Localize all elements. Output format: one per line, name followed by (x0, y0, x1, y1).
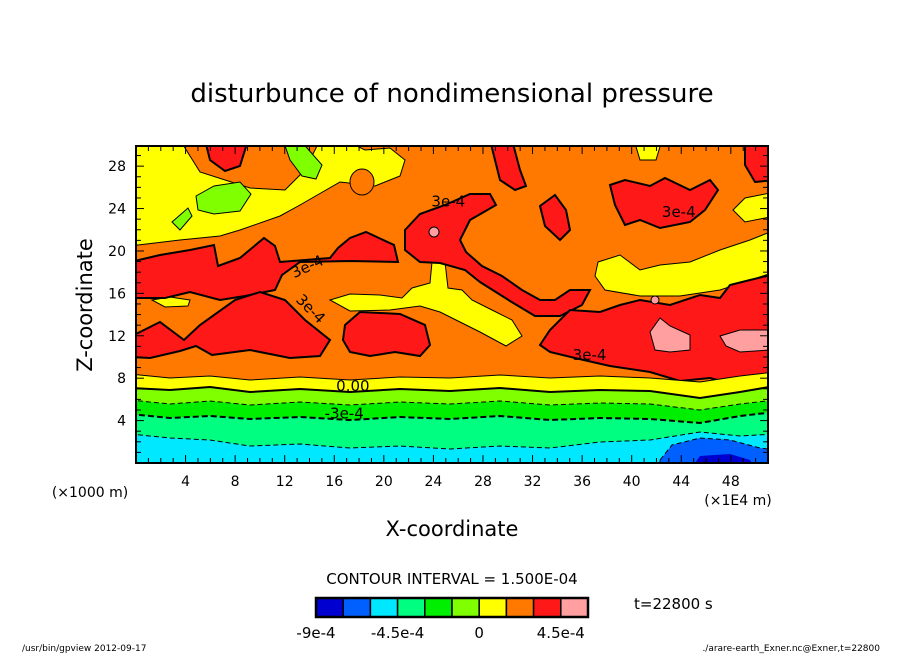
band-red-upper-right (608, 176, 720, 230)
band-red-top-right (744, 146, 768, 184)
x-tick-label: 40 (623, 474, 641, 490)
x-unit-left: (×1000 m) (52, 485, 128, 501)
colorbar-swatch (478, 597, 508, 618)
contour-label: 3e-4 (573, 346, 607, 364)
plot-frame (135, 145, 769, 464)
band-lime-top (284, 146, 323, 180)
band-yellow-blob (349, 168, 375, 196)
x-tick-label: 16 (325, 474, 343, 490)
band-lime-blob (195, 181, 252, 215)
band-blue-low (659, 437, 768, 463)
y-tick-label: 4 (117, 414, 126, 430)
contour-label: -3e-4 (325, 404, 364, 422)
y-axis-label: Z-coordinate (73, 238, 97, 372)
colorbar-tick-label: 0 (474, 624, 484, 642)
band-red-upper-middle (404, 193, 592, 317)
x-tick-label: 20 (375, 474, 393, 490)
band-lime-blob-2 (171, 207, 193, 231)
band-yellow-top-left (136, 146, 406, 246)
colorbar-swatch (560, 597, 589, 618)
x-unit-right: (×1E4 m) (704, 493, 771, 509)
band-red-middle (341, 310, 432, 358)
band-yellow-right (594, 232, 768, 297)
band-pink-blob-2 (650, 295, 660, 305)
x-tick-label: 4 (181, 474, 190, 490)
band-red-mid-right (538, 193, 572, 242)
x-tick-label: 8 (231, 474, 240, 490)
colorbar-swatch (451, 597, 480, 618)
contour-label: 0.00 (336, 377, 369, 395)
colorbar: -9e-4 -4.5e-4 0 4.5e-4 (296, 596, 590, 642)
colorbar-frame (314, 596, 590, 619)
band-cyan-low (136, 431, 768, 463)
x-tick-label: 44 (672, 474, 690, 490)
band-red-top-middle (490, 146, 528, 192)
band-darkblue-low (695, 454, 752, 463)
y-tick-label: 12 (108, 329, 126, 345)
band-pink-right (649, 317, 691, 353)
contour-interval-label: CONTOUR INTERVAL = 1.500E-04 (326, 570, 577, 588)
colorbar-swatch (315, 597, 344, 618)
band-red-left-lower (136, 290, 332, 360)
y-tick-label: 28 (108, 159, 126, 175)
band-pink-right-2 (719, 329, 768, 353)
y-tick-label: 16 (108, 286, 126, 302)
colorbar-swatch (505, 597, 535, 618)
colorbar-tick-label: -9e-4 (296, 624, 335, 642)
colorbar-swatch (424, 597, 453, 618)
band-pink-blob (428, 226, 440, 238)
band-yellow-right-2 (732, 192, 768, 223)
footer-right: ./arare-earth_Exner.nc@Exner,t=22800 (702, 644, 880, 654)
colorbar-swatch (532, 597, 562, 618)
x-tick-label: 36 (573, 474, 591, 490)
band-red-left-upper (136, 230, 400, 302)
x-tick-label: 24 (424, 474, 442, 490)
colorbar-swatch (396, 597, 426, 618)
contour-label: 3e-4 (662, 203, 696, 221)
colorbar-tick-label: -4.5e-4 (371, 624, 424, 642)
y-tick-label: 20 (108, 244, 126, 260)
band-red-top-left (205, 146, 248, 173)
colorbar-swatch (369, 597, 399, 618)
footer-left: /usr/bin/gpview 2012-09-17 (22, 644, 146, 654)
y-tick-label: 8 (117, 371, 126, 387)
colorbar-swatch (342, 597, 372, 618)
x-tick-label: 48 (722, 474, 740, 490)
x-axis-label: X-coordinate (386, 517, 519, 541)
band-yellow-middle (328, 261, 523, 347)
y-tick-label: 24 (108, 202, 126, 218)
x-tick-label: 12 (276, 474, 294, 490)
colorbar-tick-label: 4.5e-4 (537, 624, 585, 642)
contour-label: 3e-4 (431, 192, 465, 210)
x-tick-label: 28 (474, 474, 492, 490)
x-tick-label: 32 (524, 474, 542, 490)
chart-title: disturbunce of nondimensional pressure (190, 79, 713, 109)
time-label: t=22800 s (634, 595, 713, 613)
plot-area (136, 146, 768, 463)
band-yellow-top-right (635, 146, 661, 161)
